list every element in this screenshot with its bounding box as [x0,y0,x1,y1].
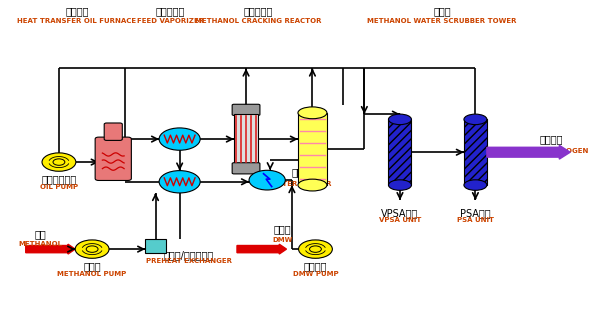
Text: DMW: DMW [272,237,292,243]
Text: 裂解反应器: 裂解反应器 [243,6,273,16]
Ellipse shape [389,114,411,125]
FancyBboxPatch shape [232,104,260,116]
Ellipse shape [298,179,327,191]
Text: METHANOL WATER SCRUBBER TOWER: METHANOL WATER SCRUBBER TOWER [367,18,517,24]
Circle shape [76,240,109,258]
Ellipse shape [298,107,327,119]
Circle shape [159,128,200,150]
Text: PSA UNIT: PSA UNIT [457,217,494,223]
FancyBboxPatch shape [104,123,122,140]
Text: 导热油循环泵: 导热油循环泵 [41,175,77,185]
Bar [146,238,166,253]
Text: PSA提氢: PSA提氢 [460,208,491,218]
Text: METHANOL PUMP: METHANOL PUMP [58,271,126,277]
Text: WATER COOLER: WATER COOLER [270,181,331,187]
Text: DMW PUMP: DMW PUMP [293,271,338,277]
Text: VPSA脱碳: VPSA脱碳 [381,208,419,218]
Circle shape [298,240,332,258]
FancyArrow shape [487,145,570,159]
Text: FEED VAPORIZER: FEED VAPORIZER [137,18,204,24]
FancyArrow shape [26,244,76,254]
Text: 脱盐水泵: 脱盐水泵 [304,262,327,272]
Text: PURITY HYDROGEN: PURITY HYDROGEN [513,148,589,154]
FancyBboxPatch shape [95,137,131,180]
Text: 原料汽化器: 原料汽化器 [156,6,185,16]
Text: 脱盐水: 脱盐水 [273,224,291,234]
Bar [464,119,487,185]
Text: OIL PUMP: OIL PUMP [40,184,78,190]
Circle shape [159,171,200,193]
Ellipse shape [464,180,487,190]
FancyArrow shape [237,244,287,254]
Text: HEAT TRANSFER OIL FURNACE: HEAT TRANSFER OIL FURNACE [17,18,136,24]
Bar [389,119,411,185]
Text: 导热油炉: 导热油炉 [65,6,89,16]
Text: METHANOL: METHANOL [19,241,63,247]
Text: 甲醇泵: 甲醇泵 [84,262,101,272]
Text: VPSA UNIT: VPSA UNIT [379,217,421,223]
Ellipse shape [464,114,487,125]
Text: PREHEAT EXCHANGER: PREHEAT EXCHANGER [146,258,231,264]
Text: 水洗塔: 水洗塔 [433,6,451,16]
Ellipse shape [389,180,411,190]
Text: 高纯氢气: 高纯氢气 [539,134,562,144]
Bar [234,115,258,164]
FancyBboxPatch shape [232,163,260,174]
Text: 反应气/原料换热器: 反应气/原料换热器 [163,250,214,260]
Text: 水冷器: 水冷器 [292,167,309,177]
Text: METHANOL CRACKING REACTOR: METHANOL CRACKING REACTOR [195,18,321,24]
Circle shape [42,153,76,171]
Circle shape [249,170,286,190]
Bar [298,113,327,185]
Text: 甲醇: 甲醇 [35,229,47,239]
